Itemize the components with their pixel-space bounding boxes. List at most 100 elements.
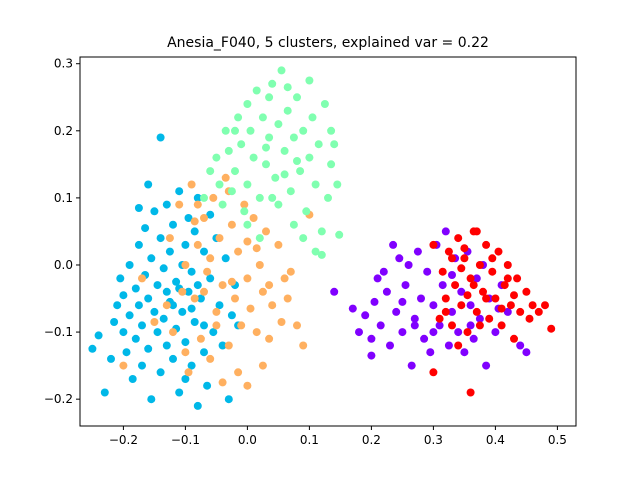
data-point: [482, 361, 491, 370]
data-point: [156, 133, 165, 142]
data-point: [327, 126, 336, 135]
data-point: [293, 93, 301, 102]
data-point: [243, 381, 252, 390]
data-point: [469, 334, 478, 343]
data-point: [386, 341, 394, 350]
data-point: [107, 354, 115, 363]
data-point: [373, 274, 382, 283]
data-point: [475, 314, 484, 323]
data-point: [389, 240, 398, 249]
data-point: [268, 301, 277, 310]
data-point: [460, 348, 469, 357]
data-point: [262, 227, 270, 236]
data-point: [224, 146, 233, 155]
data-point: [243, 237, 252, 246]
data-point: [534, 307, 543, 316]
data-point: [187, 304, 196, 313]
data-point: [330, 140, 339, 149]
data-point: [138, 321, 146, 330]
data-point: [156, 234, 165, 243]
data-point: [274, 120, 283, 129]
data-point: [497, 321, 506, 330]
data-point: [355, 328, 363, 337]
data-point: [335, 230, 344, 239]
data-point: [435, 321, 444, 330]
data-point: [196, 334, 205, 343]
data-point: [268, 193, 277, 202]
data-point: [314, 140, 323, 149]
data-point: [218, 378, 227, 387]
data-point: [249, 153, 258, 162]
data-point: [429, 368, 438, 377]
data-point: [497, 304, 506, 313]
data-point: [277, 66, 286, 75]
data-point: [429, 301, 438, 310]
data-point: [218, 341, 227, 350]
data-point: [491, 328, 500, 337]
data-point: [200, 193, 208, 202]
data-point: [472, 274, 481, 283]
data-point: [246, 126, 255, 135]
y-tick-label: −0.1: [44, 325, 73, 339]
data-point: [193, 281, 202, 290]
data-point: [206, 274, 215, 283]
data-point: [178, 307, 187, 316]
data-point: [212, 307, 221, 316]
data-point: [187, 361, 196, 370]
data-point: [125, 311, 134, 320]
data-point: [417, 294, 425, 303]
data-point: [466, 388, 475, 397]
data-point: [134, 301, 143, 310]
data-point: [475, 321, 484, 330]
data-point: [175, 200, 184, 209]
data-point: [196, 294, 205, 303]
data-point: [200, 214, 208, 222]
y-tick-label: 0.2: [54, 124, 73, 138]
data-point: [485, 314, 494, 323]
data-point: [525, 314, 534, 323]
data-point: [249, 214, 258, 222]
data-point: [169, 301, 177, 310]
data-point: [271, 173, 280, 182]
data-point: [184, 287, 193, 296]
data-point: [169, 328, 177, 337]
data-point: [258, 287, 267, 296]
data-point: [404, 261, 413, 269]
data-point: [280, 274, 289, 283]
data-point: [466, 321, 475, 330]
data-point: [472, 307, 481, 316]
data-point: [541, 301, 549, 310]
x-tick-label: 0.0: [238, 433, 257, 447]
data-point: [289, 133, 298, 142]
data-point: [479, 287, 487, 296]
data-point: [280, 146, 289, 155]
x-tick-label: 0.1: [300, 433, 319, 447]
data-point: [165, 247, 174, 256]
data-point: [348, 304, 357, 313]
data-point: [286, 187, 295, 196]
data-point: [218, 200, 227, 209]
data-point: [221, 126, 230, 135]
data-point: [435, 314, 444, 323]
y-tick-label: −0.2: [44, 392, 73, 406]
data-point: [200, 247, 208, 256]
data-point: [203, 267, 212, 276]
data-point: [144, 180, 153, 189]
data-point: [169, 354, 177, 363]
data-point: [181, 375, 190, 383]
data-point: [255, 261, 264, 269]
data-point: [407, 361, 416, 370]
data-point: [190, 318, 199, 326]
data-point: [258, 113, 267, 122]
data-point: [466, 301, 475, 310]
data-point: [209, 328, 218, 337]
data-point: [503, 261, 512, 269]
data-point: [299, 234, 308, 243]
data-point: [190, 227, 199, 236]
data-point: [469, 281, 478, 290]
data-point: [243, 274, 252, 283]
data-point: [134, 204, 143, 212]
data-point: [231, 167, 239, 176]
data-point: [122, 348, 131, 357]
